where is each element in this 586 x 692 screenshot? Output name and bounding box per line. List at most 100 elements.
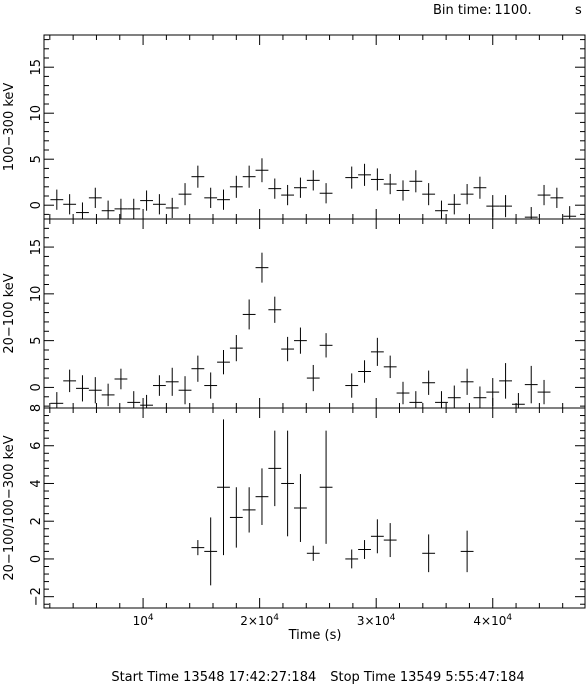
data-point [101,383,115,407]
data-point [178,183,192,206]
panel-frame [43,218,586,409]
panels: 0 5 10 15 100−300 keV 0 5 10 15 20−100 keV −2 0 2 4 6 8… [2,34,586,643]
data-point [204,372,218,399]
data-point [306,170,320,191]
y-tick-label: 15 [29,59,44,76]
data-point [460,184,474,205]
data-point [563,206,577,219]
y-tick-label: 4 [29,479,44,487]
bin-time-unit: s [575,3,582,18]
data-point [114,368,128,390]
data-point [140,190,153,211]
data-point [473,176,487,199]
y-tick-label: 10 [29,105,44,122]
data-point [383,173,397,195]
bin-time-label: Bin time: [433,3,492,18]
data-point [294,474,307,542]
x-tick-label: 2×104 [240,613,279,628]
data-point [268,430,282,507]
data-point [191,540,205,556]
data-point [358,360,371,383]
data-point [396,381,410,405]
bin-time-value: 1100. [494,3,531,18]
panel-2: 0 5 10 15 20−100 keV [2,218,586,409]
data-point [358,163,371,186]
data-point [435,200,448,219]
data-point [255,158,269,183]
data-point [76,202,89,219]
data-point [499,195,512,218]
data-point [294,177,307,198]
start-stop-time: Start Time 13548 17:42:27:184 Stop Time 1… [111,670,524,685]
data-point [50,392,64,408]
data-point [319,333,333,358]
y-tick-label: 10 [29,286,44,303]
data-point [152,194,166,215]
data-point [255,252,269,283]
data-point [422,183,436,206]
data-point [447,194,461,215]
data-point [229,487,243,548]
data-point [50,189,64,210]
data-point [358,540,371,559]
data-point [281,184,295,206]
data-point [511,393,525,408]
data-point [294,327,307,354]
data-point [550,187,564,208]
data-point [152,375,166,396]
data-point [473,386,487,408]
panel-frame [43,34,586,220]
data-point [409,391,423,408]
data-point [114,198,128,219]
data-point [537,184,551,206]
data-point [242,165,256,188]
data-point [204,517,218,586]
data-point [460,530,474,573]
data-point [396,180,410,201]
data-point [178,376,192,405]
y-tick-label: −2 [29,587,44,606]
data-point [229,175,243,198]
y-tick-label: 5 [29,155,44,163]
panel-1: 0 5 10 15 100−300 keV [2,34,586,220]
data-point [165,367,179,396]
data-point [319,430,333,544]
data-point [319,183,333,204]
data-point [281,430,295,537]
data-point [422,534,436,573]
data-point [63,369,77,393]
data-point [242,299,256,330]
start-time-label: Start Time 13548 17:42:27:184 [111,670,316,685]
data-point [88,187,102,208]
data-point [537,379,551,405]
data-point [409,170,423,193]
x-tick-label: 104 [133,613,154,628]
data-point [306,545,320,561]
data-point [242,487,256,533]
data-point [370,337,384,366]
y-axis-label: 20−100/100−300 keV [2,435,17,580]
data-point [101,200,115,219]
data-point [447,385,461,408]
y-tick-label: 5 [29,336,44,344]
panel-3: −2 0 2 4 6 8 20−100/100−300 keV 104 2×104 3×104 4×… [2,404,586,643]
data-point [383,355,397,379]
data-point [370,168,384,191]
data-point [63,194,77,215]
y-tick-label: 2 [29,517,44,525]
y-tick-label: 6 [29,442,44,450]
data-point [217,419,230,556]
data-point [127,198,141,219]
data-point [268,296,282,323]
data-point [217,189,230,210]
y-axis-label: 20−100 keV [2,273,17,353]
y-tick-label: 0 [29,201,44,209]
y-tick-label: 0 [29,555,44,563]
data-point [486,195,500,218]
data-point [255,468,269,525]
x-tick-label: 4×104 [473,613,512,628]
data-point [345,373,359,398]
y-tick-label: 15 [29,239,44,256]
